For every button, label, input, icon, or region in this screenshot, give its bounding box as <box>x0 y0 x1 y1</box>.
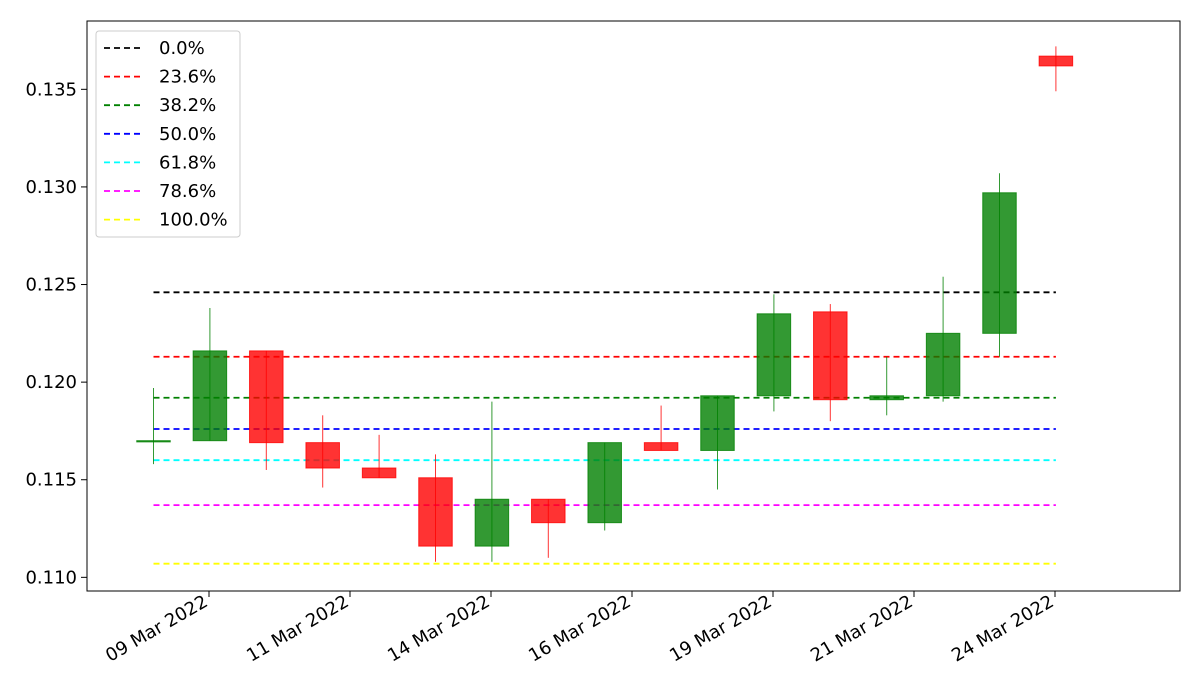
candle-body <box>474 498 510 547</box>
y-axis: 0.110 0.115 0.120 0.125 0.130 0.135 <box>25 79 87 588</box>
legend: 0.0% 23.6% 38.2% 50.0% 61.8% 78.6% 100.0% <box>95 30 241 238</box>
candle-body <box>418 477 453 547</box>
legend-label: 78.6% <box>159 181 216 202</box>
legend-label: 100.0% <box>159 210 228 231</box>
candle-body <box>925 332 961 397</box>
y-tick-label: 0.110 <box>25 567 77 588</box>
candle-body <box>192 350 228 442</box>
y-tick-label: 0.135 <box>25 79 77 100</box>
legend-label: 0.0% <box>159 38 205 59</box>
candle-body <box>249 350 284 444</box>
x-tick-label: 14 Mar 2022 <box>384 591 493 666</box>
candle-body <box>982 192 1017 334</box>
candle-body <box>756 313 792 397</box>
candle-body <box>136 440 171 443</box>
candle-body <box>587 442 622 524</box>
candle-body <box>813 311 848 401</box>
legend-label: 61.8% <box>159 152 216 173</box>
x-axis: 09 Mar 2022 11 Mar 2022 14 Mar 2022 16 Mar … <box>102 591 1058 666</box>
x-tick-label: 21 Mar 2022 <box>807 591 916 666</box>
y-tick-label: 0.125 <box>25 275 77 296</box>
legend-label: 50.0% <box>159 124 216 145</box>
x-tick-label: 09 Mar 2022 <box>102 591 211 666</box>
y-tick-label: 0.120 <box>25 372 77 393</box>
candles <box>136 46 1074 562</box>
x-tick-label: 16 Mar 2022 <box>525 591 634 666</box>
candle-body <box>361 467 397 479</box>
candle-body <box>643 442 679 451</box>
y-tick-label: 0.130 <box>25 177 77 198</box>
y-tick-label: 0.115 <box>25 470 77 491</box>
x-tick-label: 19 Mar 2022 <box>666 591 775 666</box>
candle-body <box>305 442 340 469</box>
candle-body <box>531 498 566 524</box>
legend-label: 23.6% <box>159 67 216 88</box>
x-tick-label: 11 Mar 2022 <box>243 591 352 666</box>
candle-body <box>869 395 904 401</box>
legend-label: 38.2% <box>159 95 216 116</box>
legend-box <box>95 30 241 238</box>
candle-body <box>700 395 735 451</box>
x-tick-label: 24 Mar 2022 <box>948 591 1057 666</box>
candle-body <box>1038 55 1074 67</box>
